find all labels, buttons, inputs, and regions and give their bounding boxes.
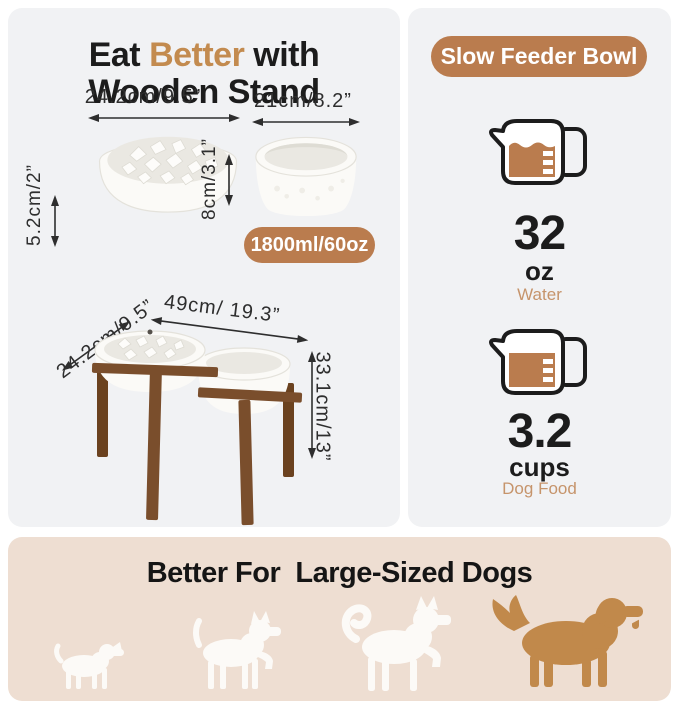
stand-figure: 24.2cm/9.5” 49cm/ 19.3” [8, 288, 400, 527]
stand-height-label: 33.1cm/13” [311, 351, 334, 462]
headline: Eat Better with Wooden Stand [8, 35, 400, 111]
dimension-arrow-icon [51, 195, 59, 247]
dimension-arrow-icon [150, 317, 309, 343]
headline-line2: Wooden Stand [88, 72, 320, 111]
measuring-cup-water-icon [489, 119, 587, 185]
dimension-arrow-icon [88, 114, 240, 122]
bowl-diameter-label: 21cm/8.2” [254, 90, 352, 112]
food-amount: 3.2 [507, 405, 573, 458]
small-dog-icon [54, 642, 124, 689]
water-amount: 32 [513, 207, 566, 260]
feeder-diameter-label: 24.2cm/9.5” [84, 86, 202, 108]
headline-highlight: Better [149, 35, 245, 74]
maze-pattern [121, 139, 219, 186]
slow-feeder-bowl-figure [98, 136, 238, 213]
large-dogs-banner: Better For Large-Sized Dogs [8, 537, 671, 701]
large-dog-icon [341, 596, 451, 691]
slow-feeder-panel: Slow Feeder Bowl 32 oz Water 3.2 cups [408, 8, 671, 527]
water-label: Water [517, 285, 562, 304]
feeder-height-label: 5.2cm/2” [24, 164, 45, 246]
wooden-stand-panel: Eat Better with Wooden Stand 24.2cm/9.5” [8, 8, 400, 527]
food-unit: cups [509, 452, 570, 482]
headline-line1: Eat Better with [88, 35, 320, 74]
water-unit: oz [525, 256, 554, 286]
regular-bowl-figure [255, 136, 357, 217]
bowl-knob [147, 329, 153, 335]
open-mouth-notch [629, 617, 644, 625]
cup-tick-marks [543, 151, 553, 174]
medium-dog-icon [193, 611, 281, 689]
banner-title: Better For Large-Sized Dogs [146, 557, 533, 589]
xl-dog-icon [492, 595, 644, 687]
paw-texture [274, 178, 345, 201]
measuring-cup-food-icon [489, 329, 587, 395]
food-label: Dog Food [502, 479, 577, 498]
slow-feeder-badge: Slow Feeder Bowl [431, 36, 647, 77]
cup-tick-marks [543, 359, 553, 382]
capacity-badge: 1800ml/60oz [244, 227, 375, 263]
bowl-height-label: 8cm/3.1” [199, 138, 220, 220]
wooden-stand-with-bowls [91, 329, 303, 526]
dimension-arrow-icon [308, 351, 316, 459]
maze-pattern-small [117, 335, 185, 361]
dimension-arrow-icon [225, 154, 233, 206]
dimension-arrow-icon [252, 118, 360, 126]
